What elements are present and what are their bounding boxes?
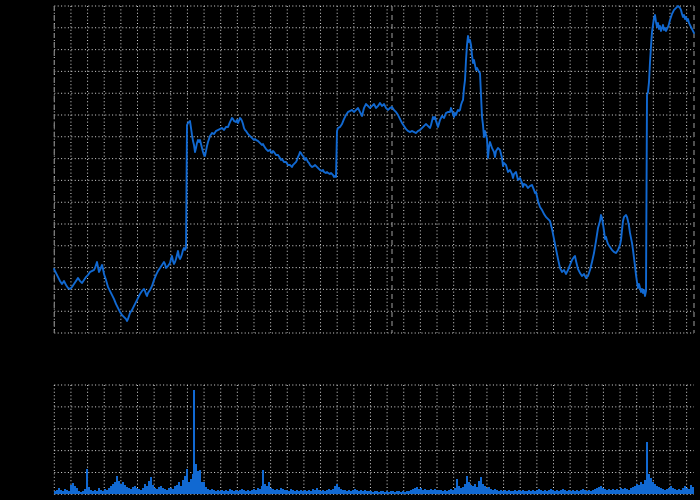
price-line-path — [53, 5, 695, 322]
price-line — [53, 5, 695, 322]
volume-plot-grid — [53, 384, 694, 495]
volume-bars — [54, 390, 694, 494]
session-separators — [53, 6, 695, 333]
